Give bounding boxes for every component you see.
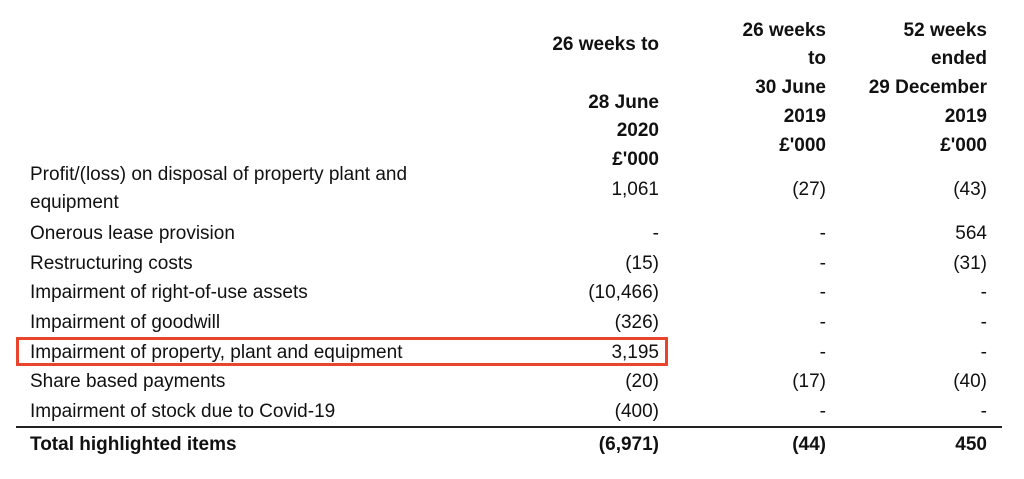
row-value-col1: 1,061 — [611, 179, 659, 200]
header-2-line-4: 2019 — [783, 106, 826, 127]
header-3-line-4: 2019 — [944, 106, 987, 127]
total-value-col1: (6,971) — [598, 434, 659, 455]
row-value-col1: 3,195 — [611, 342, 659, 363]
row-value-col1: (400) — [614, 401, 659, 422]
row-value-col3: 564 — [955, 223, 987, 244]
row-label: Impairment of right-of-use assets — [30, 282, 308, 303]
row-label: Share based payments — [30, 371, 226, 392]
total-value-col2: (44) — [792, 434, 826, 455]
row-value-col2: - — [819, 282, 826, 303]
row-label: Impairment of property, plant and equipm… — [30, 342, 403, 363]
row-value-col2: - — [819, 342, 826, 363]
total-value-col3: 450 — [955, 434, 987, 455]
row-label: Impairment of goodwill — [30, 312, 221, 333]
row-value-col3: (31) — [953, 253, 987, 274]
row-value-col3: - — [980, 312, 987, 333]
row-label: Onerous lease provision — [30, 223, 235, 244]
row-value-col1: (10,466) — [588, 282, 659, 303]
row-label: Impairment of stock due to Covid-19 — [30, 401, 336, 422]
row-value-col2: (17) — [792, 371, 826, 392]
header-2-line-3: 30 June — [755, 77, 826, 98]
row-value-col2: (27) — [792, 179, 826, 200]
row-value-col2: - — [819, 253, 826, 274]
row-value-col2: - — [819, 401, 826, 422]
header-3-line-3: 29 December — [868, 77, 987, 98]
row-value-col2: - — [819, 223, 826, 244]
header-2-line-2: to — [808, 48, 826, 69]
row-value-col1: (326) — [614, 312, 659, 333]
row-value-col3: (40) — [953, 371, 987, 392]
header-2-line-1: 26 weeks — [742, 20, 826, 41]
header-2-line-5: £'000 — [779, 135, 826, 156]
header-3-line-1: 52 weeks — [903, 20, 987, 41]
header-1-line-5: £'000 — [612, 149, 659, 170]
header-1-line-4: 2020 — [616, 120, 659, 141]
row-value-col1: - — [652, 223, 659, 244]
row-value-col3: - — [980, 401, 987, 422]
total-divider — [16, 426, 1002, 428]
row-value-col1: (15) — [625, 253, 659, 274]
row-value-col2: - — [819, 312, 826, 333]
row-value-col1: (20) — [625, 371, 659, 392]
row-label: Restructuring costs — [30, 253, 193, 274]
row-value-col3: (43) — [953, 179, 987, 200]
row-value-col3: - — [980, 342, 987, 363]
row-label: Profit/(loss) on disposal of property pl… — [30, 164, 408, 185]
total-label: Total highlighted items — [30, 434, 237, 455]
header-3-line-5: £'000 — [940, 135, 987, 156]
header-3-line-2: ended — [931, 48, 987, 69]
row-value-col3: - — [980, 282, 987, 303]
row-label-continued: equipment — [30, 192, 119, 213]
header-1-line-1: 26 weeks to — [552, 34, 659, 55]
highlight-box — [16, 337, 668, 366]
header-1-line-3: 28 June — [588, 92, 659, 113]
